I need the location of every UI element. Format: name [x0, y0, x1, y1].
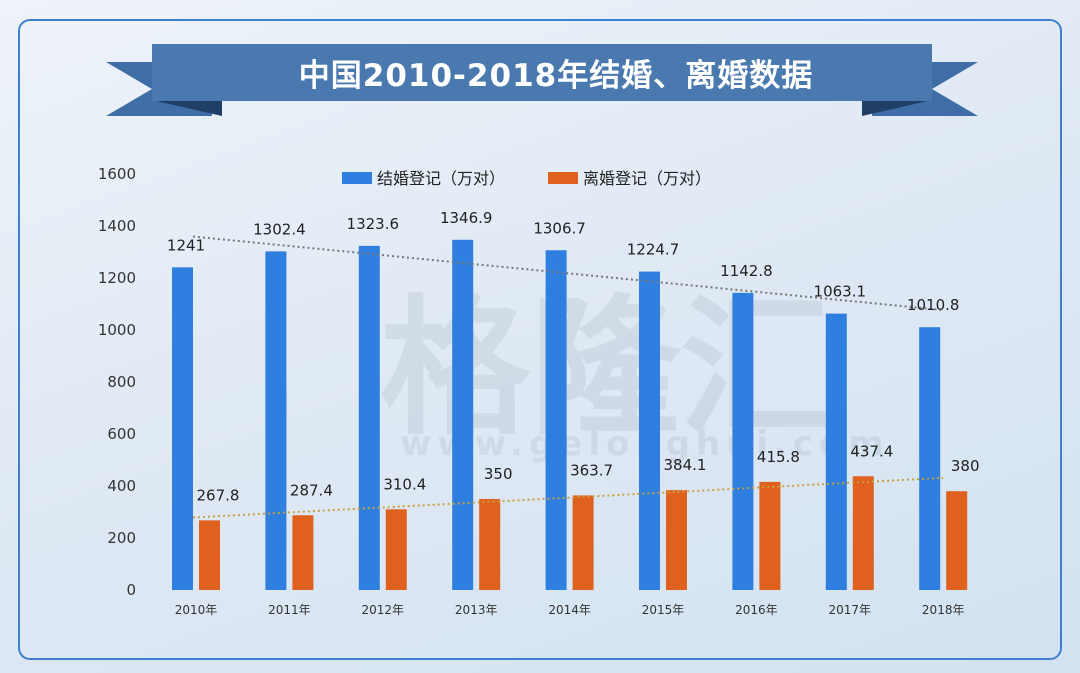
bar-marriage	[265, 251, 287, 590]
data-label: 310.4	[383, 475, 426, 493]
data-label: 1063.1	[814, 283, 867, 301]
trendline-divorce	[192, 476, 944, 519]
bar-divorce	[946, 491, 968, 590]
data-label: 267.8	[197, 486, 240, 504]
x-tick-label: 2013年	[455, 603, 498, 617]
bar-marriage	[172, 267, 193, 590]
data-label: 380	[951, 457, 980, 475]
y-tick-label: 400	[107, 477, 136, 495]
data-label: 1241	[167, 236, 205, 254]
bar-marriage	[639, 271, 660, 590]
y-tick-label: 1200	[98, 269, 136, 287]
bar-marriage	[732, 292, 754, 590]
bar-marriage	[825, 313, 847, 590]
data-label: 363.7	[570, 461, 613, 479]
data-label: 287.4	[290, 481, 333, 499]
data-label: 1306.7	[533, 219, 586, 237]
data-label: 1346.9	[440, 209, 493, 227]
y-tick-label: 1000	[98, 321, 136, 339]
x-tick-label: 2014年	[548, 603, 591, 617]
x-tick-label: 2017年	[829, 603, 872, 617]
bar-divorce	[199, 520, 220, 590]
data-label: 350	[484, 465, 513, 483]
y-tick-label: 200	[107, 529, 136, 547]
legend-swatch	[548, 172, 578, 184]
bar-divorce	[852, 476, 874, 590]
legend-swatch	[342, 172, 372, 184]
chart-frame	[18, 19, 1062, 660]
data-label: 1010.8	[907, 296, 960, 314]
y-tick-label: 0	[126, 581, 136, 599]
y-tick-label: 1400	[98, 217, 136, 235]
y-tick-label: 800	[107, 373, 136, 391]
bar-divorce	[292, 515, 314, 590]
data-label: 1142.8	[720, 262, 773, 280]
data-label: 1323.6	[347, 215, 400, 233]
bar-divorce	[479, 499, 501, 590]
trendline-marriage	[192, 235, 944, 312]
x-tick-label: 2018年	[922, 603, 965, 617]
bar-marriage	[545, 250, 567, 590]
y-tick-label: 600	[107, 425, 136, 443]
bar-divorce	[385, 509, 407, 590]
y-tick-label: 1600	[98, 165, 136, 183]
data-label: 1302.4	[253, 220, 306, 238]
bar-marriage	[358, 245, 380, 590]
x-tick-label: 2012年	[362, 603, 405, 617]
x-tick-label: 2015年	[642, 603, 685, 617]
ribbon-main	[152, 44, 932, 101]
ribbon-right-fold	[862, 100, 932, 116]
data-label: 384.1	[664, 456, 707, 474]
legend-label: 结婚登记（万对）	[377, 169, 505, 188]
legend-label: 离婚登记（万对）	[583, 169, 711, 188]
data-label: 415.8	[757, 448, 800, 466]
ribbon-left-fold	[152, 100, 222, 116]
bar-divorce	[572, 495, 594, 590]
x-tick-label: 2011年	[268, 603, 311, 617]
data-label: 437.4	[850, 442, 893, 460]
chart-title: 中国2010-2018年结婚、离婚数据	[298, 57, 814, 94]
bar-marriage	[919, 327, 941, 590]
x-tick-label: 2016年	[735, 603, 778, 617]
title-ribbon	[106, 44, 978, 116]
x-tick-label: 2010年	[175, 603, 218, 617]
bar-divorce	[666, 490, 687, 590]
data-label: 1224.7	[627, 241, 680, 259]
bar-marriage	[452, 239, 474, 590]
bar-divorce	[759, 481, 781, 590]
